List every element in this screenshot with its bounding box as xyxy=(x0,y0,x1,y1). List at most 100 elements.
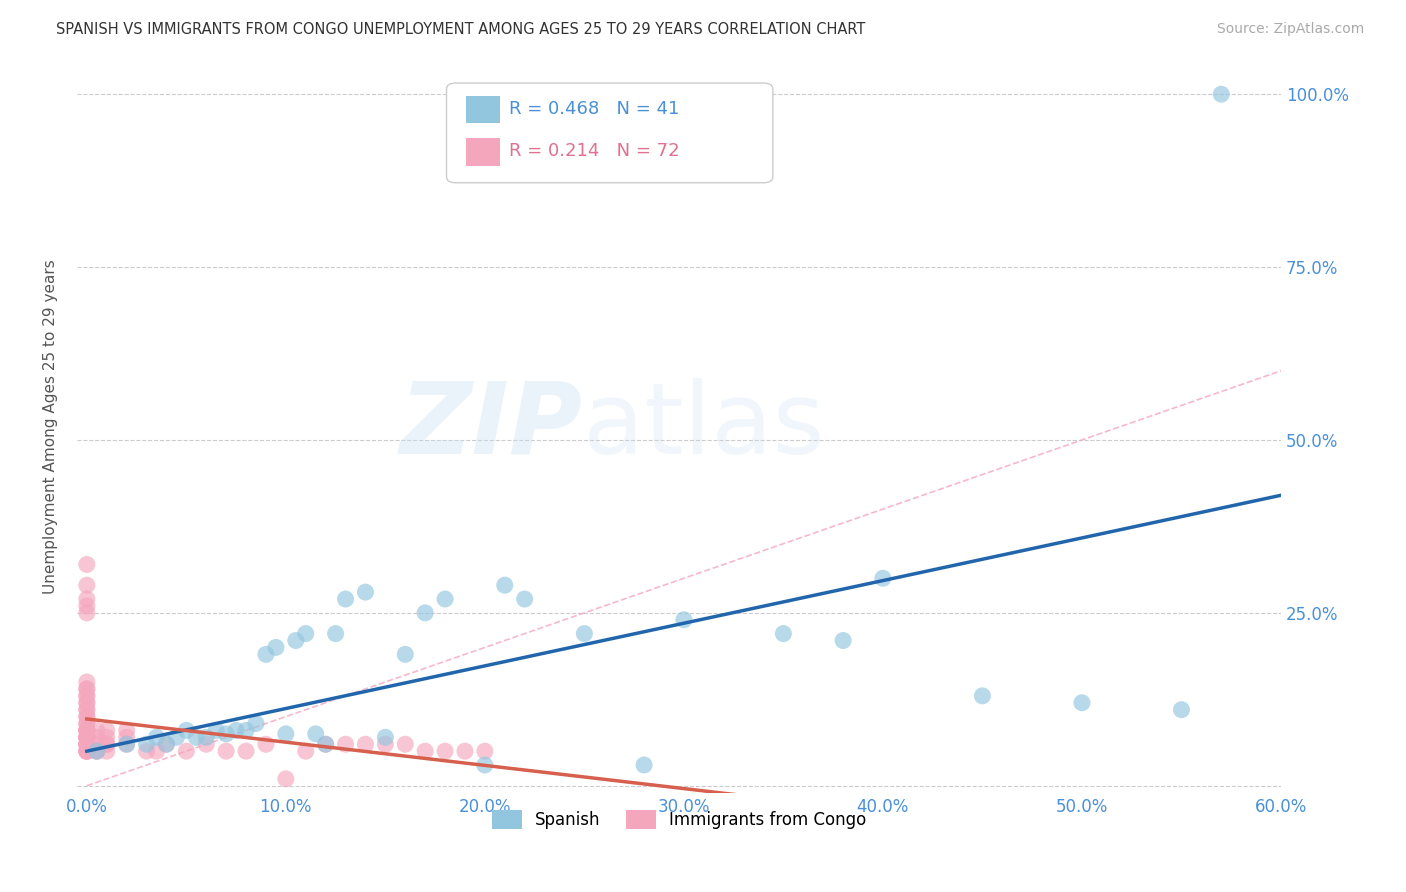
Point xyxy=(155,737,177,751)
Point xyxy=(325,626,347,640)
Y-axis label: Unemployment Among Ages 25 to 29 years: Unemployment Among Ages 25 to 29 years xyxy=(44,259,58,593)
Point xyxy=(354,737,377,751)
Point xyxy=(165,731,187,745)
Point xyxy=(96,737,118,751)
Point xyxy=(335,592,357,607)
Point xyxy=(354,585,377,599)
Point xyxy=(454,744,477,758)
Point xyxy=(76,723,98,738)
Point xyxy=(76,709,98,723)
Point xyxy=(76,723,98,738)
Point xyxy=(633,758,655,772)
Point xyxy=(76,731,98,745)
FancyBboxPatch shape xyxy=(465,95,499,123)
Point xyxy=(96,723,118,738)
Text: R = 0.468   N = 41: R = 0.468 N = 41 xyxy=(509,100,679,118)
Point xyxy=(434,592,457,607)
Point xyxy=(76,723,98,738)
Point xyxy=(205,723,228,738)
Point xyxy=(374,731,396,745)
Point xyxy=(76,737,98,751)
Point xyxy=(76,737,98,751)
Point xyxy=(86,723,108,738)
Point xyxy=(115,737,138,751)
Point xyxy=(274,727,297,741)
Point xyxy=(76,592,98,607)
Point xyxy=(374,737,396,751)
Point xyxy=(115,737,138,751)
Point xyxy=(264,640,287,655)
Point xyxy=(76,731,98,745)
Point xyxy=(513,592,536,607)
Point xyxy=(76,689,98,703)
Point xyxy=(294,626,316,640)
Point xyxy=(394,648,416,662)
Point xyxy=(76,723,98,738)
Point xyxy=(135,744,157,758)
Point xyxy=(76,731,98,745)
Point xyxy=(254,648,277,662)
Point xyxy=(145,744,167,758)
Point xyxy=(315,737,337,751)
Point xyxy=(76,731,98,745)
Point xyxy=(76,737,98,751)
Point xyxy=(76,606,98,620)
Point xyxy=(115,723,138,738)
Point xyxy=(254,737,277,751)
Point xyxy=(1071,696,1094,710)
Point xyxy=(86,744,108,758)
Point xyxy=(832,633,855,648)
Point xyxy=(394,737,416,751)
Point xyxy=(76,599,98,613)
Point xyxy=(96,731,118,745)
Point xyxy=(145,731,167,745)
FancyBboxPatch shape xyxy=(447,83,773,183)
Point xyxy=(76,737,98,751)
Point xyxy=(76,744,98,758)
Point xyxy=(335,737,357,751)
Point xyxy=(86,744,108,758)
Point xyxy=(76,731,98,745)
Point xyxy=(76,558,98,572)
Point xyxy=(96,737,118,751)
Point xyxy=(76,716,98,731)
Point xyxy=(86,737,108,751)
Point xyxy=(315,737,337,751)
Point xyxy=(434,744,457,758)
Point xyxy=(186,731,208,745)
Point xyxy=(135,737,157,751)
Text: R = 0.214   N = 72: R = 0.214 N = 72 xyxy=(509,142,679,161)
Point xyxy=(76,744,98,758)
Point xyxy=(76,731,98,745)
Point xyxy=(76,731,98,745)
Point xyxy=(215,727,238,741)
Point xyxy=(76,744,98,758)
Point xyxy=(494,578,516,592)
Text: ZIP: ZIP xyxy=(399,377,582,475)
Point xyxy=(76,737,98,751)
Point xyxy=(235,744,257,758)
Point xyxy=(76,723,98,738)
Point xyxy=(176,744,198,758)
Point xyxy=(76,675,98,690)
Point xyxy=(772,626,794,640)
Point xyxy=(76,709,98,723)
Point xyxy=(305,727,328,741)
Point xyxy=(115,731,138,745)
Point xyxy=(155,737,177,751)
Point xyxy=(872,571,894,585)
Point xyxy=(1211,87,1233,102)
Point xyxy=(1170,703,1192,717)
Point xyxy=(76,578,98,592)
Text: Source: ZipAtlas.com: Source: ZipAtlas.com xyxy=(1216,22,1364,37)
Point xyxy=(76,696,98,710)
Point xyxy=(86,731,108,745)
Point xyxy=(76,703,98,717)
Point xyxy=(474,758,496,772)
Point xyxy=(672,613,695,627)
Point xyxy=(76,681,98,696)
Point xyxy=(225,723,247,738)
Point xyxy=(413,744,436,758)
Text: SPANISH VS IMMIGRANTS FROM CONGO UNEMPLOYMENT AMONG AGES 25 TO 29 YEARS CORRELAT: SPANISH VS IMMIGRANTS FROM CONGO UNEMPLO… xyxy=(56,22,866,37)
Point xyxy=(76,689,98,703)
